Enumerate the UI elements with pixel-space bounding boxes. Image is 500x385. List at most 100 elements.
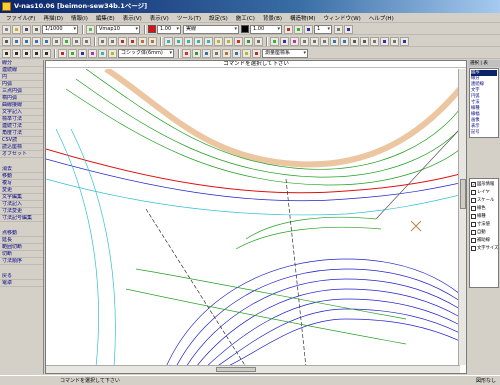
snap-midpoint-icon[interactable] <box>174 36 183 46</box>
checkbox-icon[interactable] <box>471 189 476 195</box>
hatch-icon[interactable] <box>68 48 77 58</box>
command-button[interactable]: 標準寸法 <box>0 116 43 123</box>
vertical-scroll-thumb[interactable] <box>460 179 466 209</box>
checkbox-icon[interactable] <box>471 197 476 203</box>
fill-icon[interactable] <box>182 48 191 58</box>
menu-item[interactable]: 施工(C) <box>235 15 255 22</box>
command-button[interactable]: 範囲切断 <box>0 244 43 251</box>
print-icon[interactable] <box>32 24 41 34</box>
command-button[interactable]: 変更 <box>0 187 43 194</box>
tree-item[interactable]: 文字 <box>471 88 480 93</box>
command-button[interactable]: 文字記入 <box>0 109 43 116</box>
osnap-toggle-icon[interactable] <box>290 36 299 46</box>
menu-item[interactable]: ツール(T) <box>176 15 201 22</box>
save-icon[interactable] <box>22 24 31 34</box>
object-tree[interactable]: 図形 線分 連続線 文字 円弧 寸法 線種 線幅 画像 表示 記号 <box>469 68 499 138</box>
snap-intersection-icon[interactable] <box>184 36 193 46</box>
command-button[interactable]: 楕円弧 <box>0 95 43 102</box>
command-button[interactable]: 三点円弧 <box>0 88 43 95</box>
checkbox-icon[interactable] <box>471 245 476 251</box>
checkbox-icon[interactable]: ✓ <box>471 181 476 187</box>
menu-item[interactable]: ヘルプ(H) <box>368 15 394 22</box>
property-icon[interactable] <box>108 48 117 58</box>
draw-arc-icon[interactable] <box>32 48 41 58</box>
font-select[interactable]: ゴシック体(6mm) <box>118 48 174 58</box>
value-input[interactable]: 1 <box>314 24 332 34</box>
color-swatch-black[interactable] <box>241 25 249 33</box>
zoom-in-icon[interactable] <box>12 36 21 46</box>
option-checkbox[interactable]: レイヤ <box>471 188 497 196</box>
measure-angle-icon[interactable] <box>148 36 157 46</box>
option-checkbox[interactable]: 線種 <box>471 212 497 220</box>
coordinate-icon[interactable] <box>242 48 251 58</box>
grid-toggle-icon[interactable] <box>270 36 279 46</box>
help-icon[interactable] <box>400 36 409 46</box>
ortho-toggle-icon[interactable] <box>280 36 289 46</box>
draw-rect-icon[interactable] <box>12 48 21 58</box>
option-checkbox[interactable]: 自動 <box>471 228 497 236</box>
image-icon[interactable] <box>202 48 211 58</box>
polar-icon[interactable] <box>300 36 309 46</box>
calc-icon[interactable] <box>390 36 399 46</box>
tree-item[interactable]: 図形 <box>471 70 497 76</box>
option-checkbox[interactable]: スケール <box>471 196 497 204</box>
command-button[interactable]: 寸法変更 <box>0 208 43 215</box>
undo-icon[interactable] <box>72 36 81 46</box>
command-button[interactable]: 連続寸法 <box>0 123 43 130</box>
coordinate-system-select[interactable]: 測量座標系 <box>262 48 308 58</box>
snap-nearest-icon[interactable] <box>204 36 213 46</box>
tree-item[interactable]: 線幅 <box>471 112 480 117</box>
scale-select[interactable]: 1/1000 <box>42 24 78 34</box>
new-file-icon[interactable] <box>2 24 11 34</box>
plot-icon[interactable] <box>350 36 359 46</box>
link-icon[interactable] <box>232 48 241 58</box>
survey-icon[interactable] <box>252 48 261 58</box>
command-button[interactable]: 文字編集 <box>0 194 43 201</box>
layer-manager-icon[interactable] <box>98 48 107 58</box>
symbol-icon[interactable] <box>78 48 87 58</box>
tree-item[interactable]: 円弧 <box>471 94 480 99</box>
model-icon[interactable] <box>330 36 339 46</box>
zoom-window-icon[interactable] <box>32 36 41 46</box>
tree-item[interactable]: 寸法 <box>471 100 480 105</box>
menu-item[interactable]: 背景(B) <box>262 15 282 22</box>
ortho-icon[interactable] <box>304 24 313 34</box>
redraw-icon[interactable] <box>62 36 71 46</box>
linetype-icon[interactable] <box>244 36 253 46</box>
grid-icon[interactable] <box>294 24 303 34</box>
command-button[interactable]: 寸法記入 <box>0 201 43 208</box>
redo-icon[interactable] <box>82 36 91 46</box>
vertical-scrollbar[interactable] <box>458 69 466 365</box>
layer-on-icon[interactable] <box>214 36 223 46</box>
option-checkbox[interactable]: 線色 <box>471 204 497 212</box>
checkbox-icon[interactable] <box>471 221 476 227</box>
command-button[interactable]: 複写 <box>0 180 43 187</box>
tree-item[interactable]: 線分 <box>471 76 480 81</box>
option-checkbox[interactable]: 補助線 <box>471 236 497 244</box>
option-checkbox[interactable]: 文字サイズ <box>471 244 498 252</box>
layer-select[interactable]: Vmap10 <box>96 24 140 34</box>
command-button[interactable]: 連続線 <box>0 67 43 74</box>
properties-icon[interactable] <box>254 36 263 46</box>
command-button[interactable]: 角度寸法 <box>0 130 43 137</box>
snap-endpoint-icon[interactable] <box>164 36 173 46</box>
command-button[interactable]: 戻る <box>0 273 43 280</box>
checkbox-icon[interactable] <box>471 237 476 243</box>
checkbox-icon[interactable] <box>471 213 476 219</box>
paste-icon[interactable] <box>108 36 117 46</box>
command-button[interactable]: 寸法記号編集 <box>0 215 43 222</box>
menu-item[interactable]: 編集(E) <box>95 15 115 22</box>
zoom-icon[interactable] <box>334 24 343 34</box>
table-icon[interactable] <box>212 48 221 58</box>
line-type-select[interactable]: 実線 <box>183 24 239 34</box>
draw-text-icon[interactable] <box>42 48 51 58</box>
command-button[interactable]: 点移動 <box>0 230 43 237</box>
pattern-icon[interactable] <box>192 48 201 58</box>
command-button[interactable]: 読込座標 <box>0 144 43 151</box>
layer-off-icon[interactable] <box>224 36 233 46</box>
menu-item[interactable]: 構造物(M) <box>290 15 316 22</box>
pen-width-select[interactable]: 1.00 <box>157 24 181 34</box>
line-weight-select[interactable]: 1.00 <box>250 24 282 34</box>
command-button[interactable]: オフセット <box>0 151 43 158</box>
chart-icon[interactable] <box>222 48 231 58</box>
